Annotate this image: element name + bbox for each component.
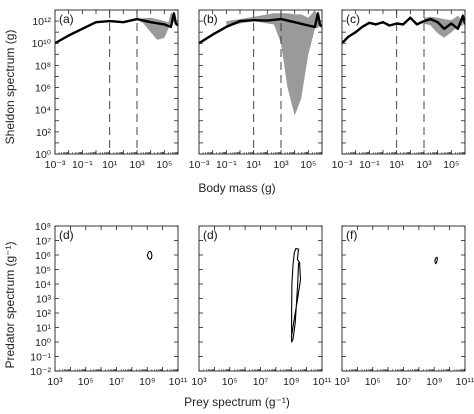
x-tick-label: 10¹¹ (313, 376, 332, 388)
y-tick-label: 10² (36, 308, 52, 320)
series-line (199, 12, 322, 45)
series-line (342, 14, 465, 45)
y-tick-label: 10⁸ (35, 221, 51, 233)
x-tick-label: 10⁷ (396, 376, 412, 388)
x-tick-label: 10⁵ (443, 159, 459, 171)
x-tick-label: 10⁹ (283, 376, 299, 388)
top-row-y-axis-label: Sheldon spectrum (g) (3, 30, 17, 145)
variability-band (226, 10, 320, 116)
series-line (290, 247, 302, 343)
panel-2: 10⁻³ 10⁻¹ 10¹ 10³ 10⁵ (b) (189, 9, 323, 171)
panel-5: 10³ 10⁵ 10⁷ 10⁹ 10¹¹ (d) (191, 225, 332, 388)
y-tick-label: 10⁶ (35, 250, 51, 262)
x-tick-label: 10⁹ (426, 376, 442, 388)
panel-label: (b) (203, 12, 218, 26)
panel-label: (f) (346, 228, 357, 242)
y-tick-label: 10² (36, 127, 52, 139)
x-tick-label: 10⁻³ (332, 159, 353, 171)
x-tick-label: 10⁷ (109, 376, 125, 388)
panel-label: (c) (346, 12, 360, 26)
y-tick-label: 10³ (36, 294, 52, 306)
x-tick-label: 10⁻¹ (216, 159, 237, 171)
series-line (434, 256, 438, 265)
x-tick-label: 10¹¹ (169, 376, 188, 388)
x-tick-label: 10¹ (389, 159, 405, 171)
panel-6: 10³ 10⁵ 10⁷ 10⁹ 10¹¹ (f) (334, 225, 474, 388)
x-tick-label: 10⁻³ (45, 159, 66, 171)
y-tick-label: 10⁻¹ (30, 352, 51, 364)
panel-1: 10⁻³ 10⁻¹ 10¹ 10³ 10⁵ 10⁰ 10² 10⁴ 10⁶ 10⁸ 10¹⁰ 10¹²… (32, 9, 179, 171)
y-tick-label: 10⁻² (30, 366, 51, 378)
y-tick-label: 10⁴ (35, 279, 51, 291)
top-row-x-axis-label: Body mass (g) (198, 181, 275, 195)
x-tick-label: 10³ (129, 159, 145, 171)
panel-frame (54, 225, 179, 372)
y-tick-label: 10⁷ (36, 236, 52, 248)
y-tick-label: 10⁵ (35, 265, 51, 277)
x-tick-label: 10⁷ (253, 376, 269, 388)
x-tick-label: 10⁻³ (189, 159, 210, 171)
y-tick-label: 10⁶ (35, 83, 51, 95)
x-tick-label: 10³ (47, 376, 63, 388)
panel-label: (a) (59, 12, 74, 26)
y-tick-label: 10⁸ (35, 60, 51, 72)
y-tick-label: 10¹ (36, 323, 52, 335)
x-tick-label: 10³ (191, 376, 207, 388)
x-tick-label: 10⁵ (222, 376, 238, 388)
y-tick-label: 10¹⁰ (32, 38, 52, 50)
x-tick-label: 10⁵ (78, 376, 94, 388)
panel-3: 10⁻³ 10⁻¹ 10¹ 10³ 10⁵ (c) (332, 9, 466, 171)
series-line (55, 12, 178, 45)
x-tick-label: 10³ (416, 159, 432, 171)
panel-frame (198, 9, 323, 155)
y-tick-label: 10⁰ (35, 149, 52, 161)
x-tick-label: 10³ (334, 376, 350, 388)
panel-frame (198, 225, 323, 372)
bottom-row-x-axis-label: Prey spectrum (g⁻¹) (184, 395, 290, 409)
x-tick-label: 10⁵ (300, 159, 316, 171)
x-tick-label: 10⁻¹ (359, 159, 380, 171)
panel-frame (341, 9, 466, 155)
bottom-row-y-axis-label: Predator spectrum (g⁻¹) (3, 241, 17, 368)
series-line (146, 250, 153, 260)
panel-4: 10³ 10⁵ 10⁷ 10⁹ 10¹¹ 10⁻² 10⁻¹ 10⁰ 10¹ 10² 10³ 10⁴ 1… (30, 221, 188, 388)
x-tick-label: 10³ (273, 159, 289, 171)
panel-label: (d) (203, 228, 218, 242)
x-tick-label: 10¹ (102, 159, 118, 171)
y-tick-label: 10¹² (32, 16, 51, 28)
x-tick-label: 10⁵ (365, 376, 381, 388)
panel-frame (54, 9, 179, 155)
x-tick-label: 10¹ (246, 159, 262, 171)
variability-band (137, 12, 176, 40)
y-tick-label: 10⁴ (35, 105, 51, 117)
panel-label: (d) (59, 228, 74, 242)
x-tick-label: 10⁹ (139, 376, 155, 388)
x-tick-label: 10⁵ (156, 159, 172, 171)
panel-frame (341, 225, 466, 372)
x-tick-label: 10¹¹ (456, 376, 474, 388)
y-tick-label: 10⁰ (35, 337, 52, 349)
x-tick-label: 10⁻¹ (72, 159, 93, 171)
